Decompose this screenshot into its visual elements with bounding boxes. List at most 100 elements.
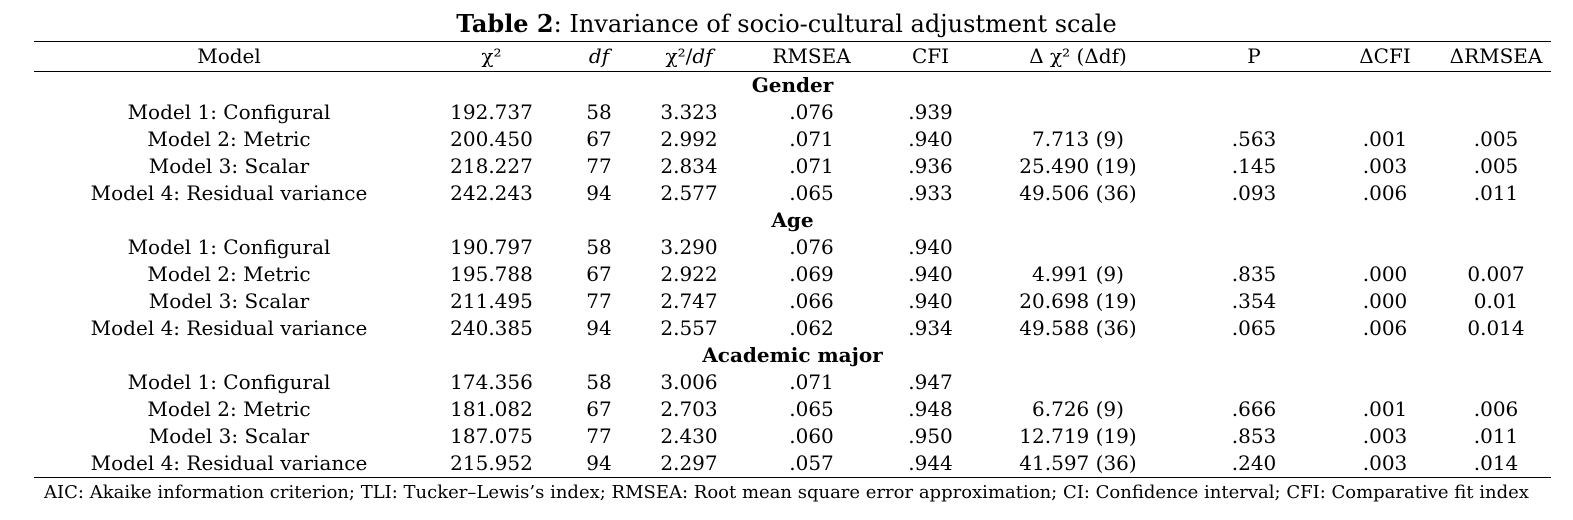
chi2-cell: 240.385 (450, 316, 533, 340)
delta-cfi-cell: .001 (1362, 397, 1408, 421)
delta-rmsea-cell: 0.01 (1473, 289, 1519, 313)
cfi-cell: .940 (908, 262, 953, 286)
delta-rmsea-cell: .014 (1473, 451, 1519, 475)
rmsea-cell: .060 (789, 424, 834, 448)
table-row: Model 3: Scalar 211.495 77 2.747 .066 .940 20.… (34, 288, 1551, 315)
delta-rmsea-cell (1441, 369, 1551, 396)
p-cell (1179, 99, 1329, 126)
chi2-df-cell: 3.290 (660, 235, 718, 259)
cfi-cell: .940 (908, 289, 953, 313)
p-cell: .093 (1231, 181, 1277, 205)
chi2-df-cell: 2.747 (660, 289, 718, 313)
p-cell: .354 (1231, 289, 1277, 313)
p-cell: .065 (1231, 316, 1277, 340)
table-title: : Invariance of socio-cultural adjustmen… (553, 10, 1117, 38)
rmsea-cell: .076 (789, 235, 834, 259)
delta-chi2-cell: 49.506 (36) (1019, 181, 1137, 205)
p-cell: .145 (1231, 154, 1277, 178)
model-cell: Model 4: Residual variance (90, 451, 368, 475)
chi2-cell: 181.082 (450, 397, 533, 421)
table-row: Model 3: Scalar 187.075 77 2.430 .060 .950 12.… (34, 423, 1551, 450)
table-row: Model 4: Residual variance 240.385 94 2.557… (34, 315, 1551, 342)
df-cell: 94 (586, 316, 612, 340)
model-cell: Model 1: Configural (127, 370, 331, 394)
table-body: Gender Model 1: Configural 192.737 58 3.323.… (34, 72, 1551, 478)
cfi-cell: .944 (908, 451, 953, 475)
chi2-df-cell: 2.430 (660, 424, 718, 448)
delta-cfi-cell: .000 (1362, 289, 1408, 313)
df-cell: 67 (586, 397, 612, 421)
df-cell: 58 (586, 370, 612, 394)
cfi-cell: .934 (908, 316, 953, 340)
delta-rmsea-cell: .006 (1473, 397, 1519, 421)
group-label: Academic major (702, 343, 883, 367)
chi2-df-cell: 2.834 (660, 154, 718, 178)
cfi-cell: .936 (908, 154, 953, 178)
delta-rmsea-cell: 0.007 (1467, 262, 1525, 286)
delta-cfi-cell: .001 (1362, 127, 1408, 151)
model-cell: Model 2: Metric (147, 397, 311, 421)
header-df: df (588, 44, 610, 68)
chi2-df-cell: 2.922 (660, 262, 718, 286)
delta-chi2-cell (977, 234, 1179, 261)
chi2-cell: 187.075 (450, 424, 533, 448)
header-rmsea: RMSEA (772, 44, 851, 68)
df-cell: 67 (586, 262, 612, 286)
group-row: Gender (34, 72, 1551, 100)
delta-chi2-cell: 7.713 (9) (1032, 127, 1124, 151)
delta-cfi-cell: .006 (1362, 316, 1408, 340)
model-cell: Model 3: Scalar (148, 424, 310, 448)
model-cell: Model 1: Configural (127, 235, 331, 259)
delta-chi2-cell: 20.698 (19) (1019, 289, 1137, 313)
df-cell: 67 (586, 127, 612, 151)
delta-chi2-cell (977, 369, 1179, 396)
delta-cfi-cell: .003 (1362, 424, 1408, 448)
delta-chi2-cell: 12.719 (19) (1019, 424, 1137, 448)
table-row: Model 2: Metric 195.788 67 2.922 .069 .940 4.9… (34, 261, 1551, 288)
header-chi2: χ² (481, 44, 502, 68)
p-cell: .240 (1231, 451, 1277, 475)
invariance-table: Model χ² df χ²/df RMSEA CFI Δ χ² (Δdf) P… (34, 41, 1551, 478)
table-footnote: AIC: Akaike information criterion; TLI: … (44, 482, 1529, 503)
chi2-df-cell: 2.992 (660, 127, 718, 151)
cfi-cell: .947 (908, 370, 953, 394)
delta-cfi-cell (1329, 99, 1441, 126)
header-delta-rmsea: ΔRMSEA (1449, 44, 1543, 68)
delta-rmsea-cell: 0.014 (1467, 316, 1525, 340)
delta-rmsea-cell (1441, 99, 1551, 126)
rmsea-cell: .069 (789, 262, 834, 286)
model-cell: Model 3: Scalar (148, 289, 310, 313)
delta-rmsea-cell: .005 (1473, 154, 1519, 178)
delta-chi2-cell: 49.588 (36) (1019, 316, 1137, 340)
chi2-cell: 192.737 (450, 100, 533, 124)
chi2-df-cell: 3.323 (660, 100, 718, 124)
header-chi2-df-chi: χ²/ (665, 44, 693, 68)
delta-cfi-cell: .003 (1362, 154, 1408, 178)
chi2-cell: 242.243 (450, 181, 533, 205)
rmsea-cell: .071 (789, 370, 834, 394)
df-cell: 94 (586, 451, 612, 475)
delta-cfi-cell: .006 (1362, 181, 1408, 205)
p-cell: .666 (1231, 397, 1277, 421)
chi2-df-cell: 3.006 (660, 370, 718, 394)
group-row: Academic major (34, 342, 1551, 369)
header-model: Model (197, 44, 261, 68)
chi2-cell: 174.356 (450, 370, 533, 394)
delta-rmsea-cell (1441, 234, 1551, 261)
delta-cfi-cell: .000 (1362, 262, 1408, 286)
delta-cfi-cell (1329, 369, 1441, 396)
p-cell: .563 (1231, 127, 1277, 151)
model-cell: Model 2: Metric (147, 127, 311, 151)
chi2-cell: 190.797 (450, 235, 533, 259)
model-cell: Model 1: Configural (127, 100, 331, 124)
header-chi2-df: χ²/df (639, 42, 739, 72)
group-row: Age (34, 207, 1551, 234)
delta-chi2-cell: 6.726 (9) (1032, 397, 1124, 421)
chi2-cell: 215.952 (450, 451, 533, 475)
header-delta-chi2: Δ χ² (Δdf) (1029, 44, 1127, 68)
rmsea-cell: .071 (789, 127, 834, 151)
rmsea-cell: .057 (789, 451, 834, 475)
delta-cfi-cell: .003 (1362, 451, 1408, 475)
chi2-cell: 211.495 (450, 289, 533, 313)
